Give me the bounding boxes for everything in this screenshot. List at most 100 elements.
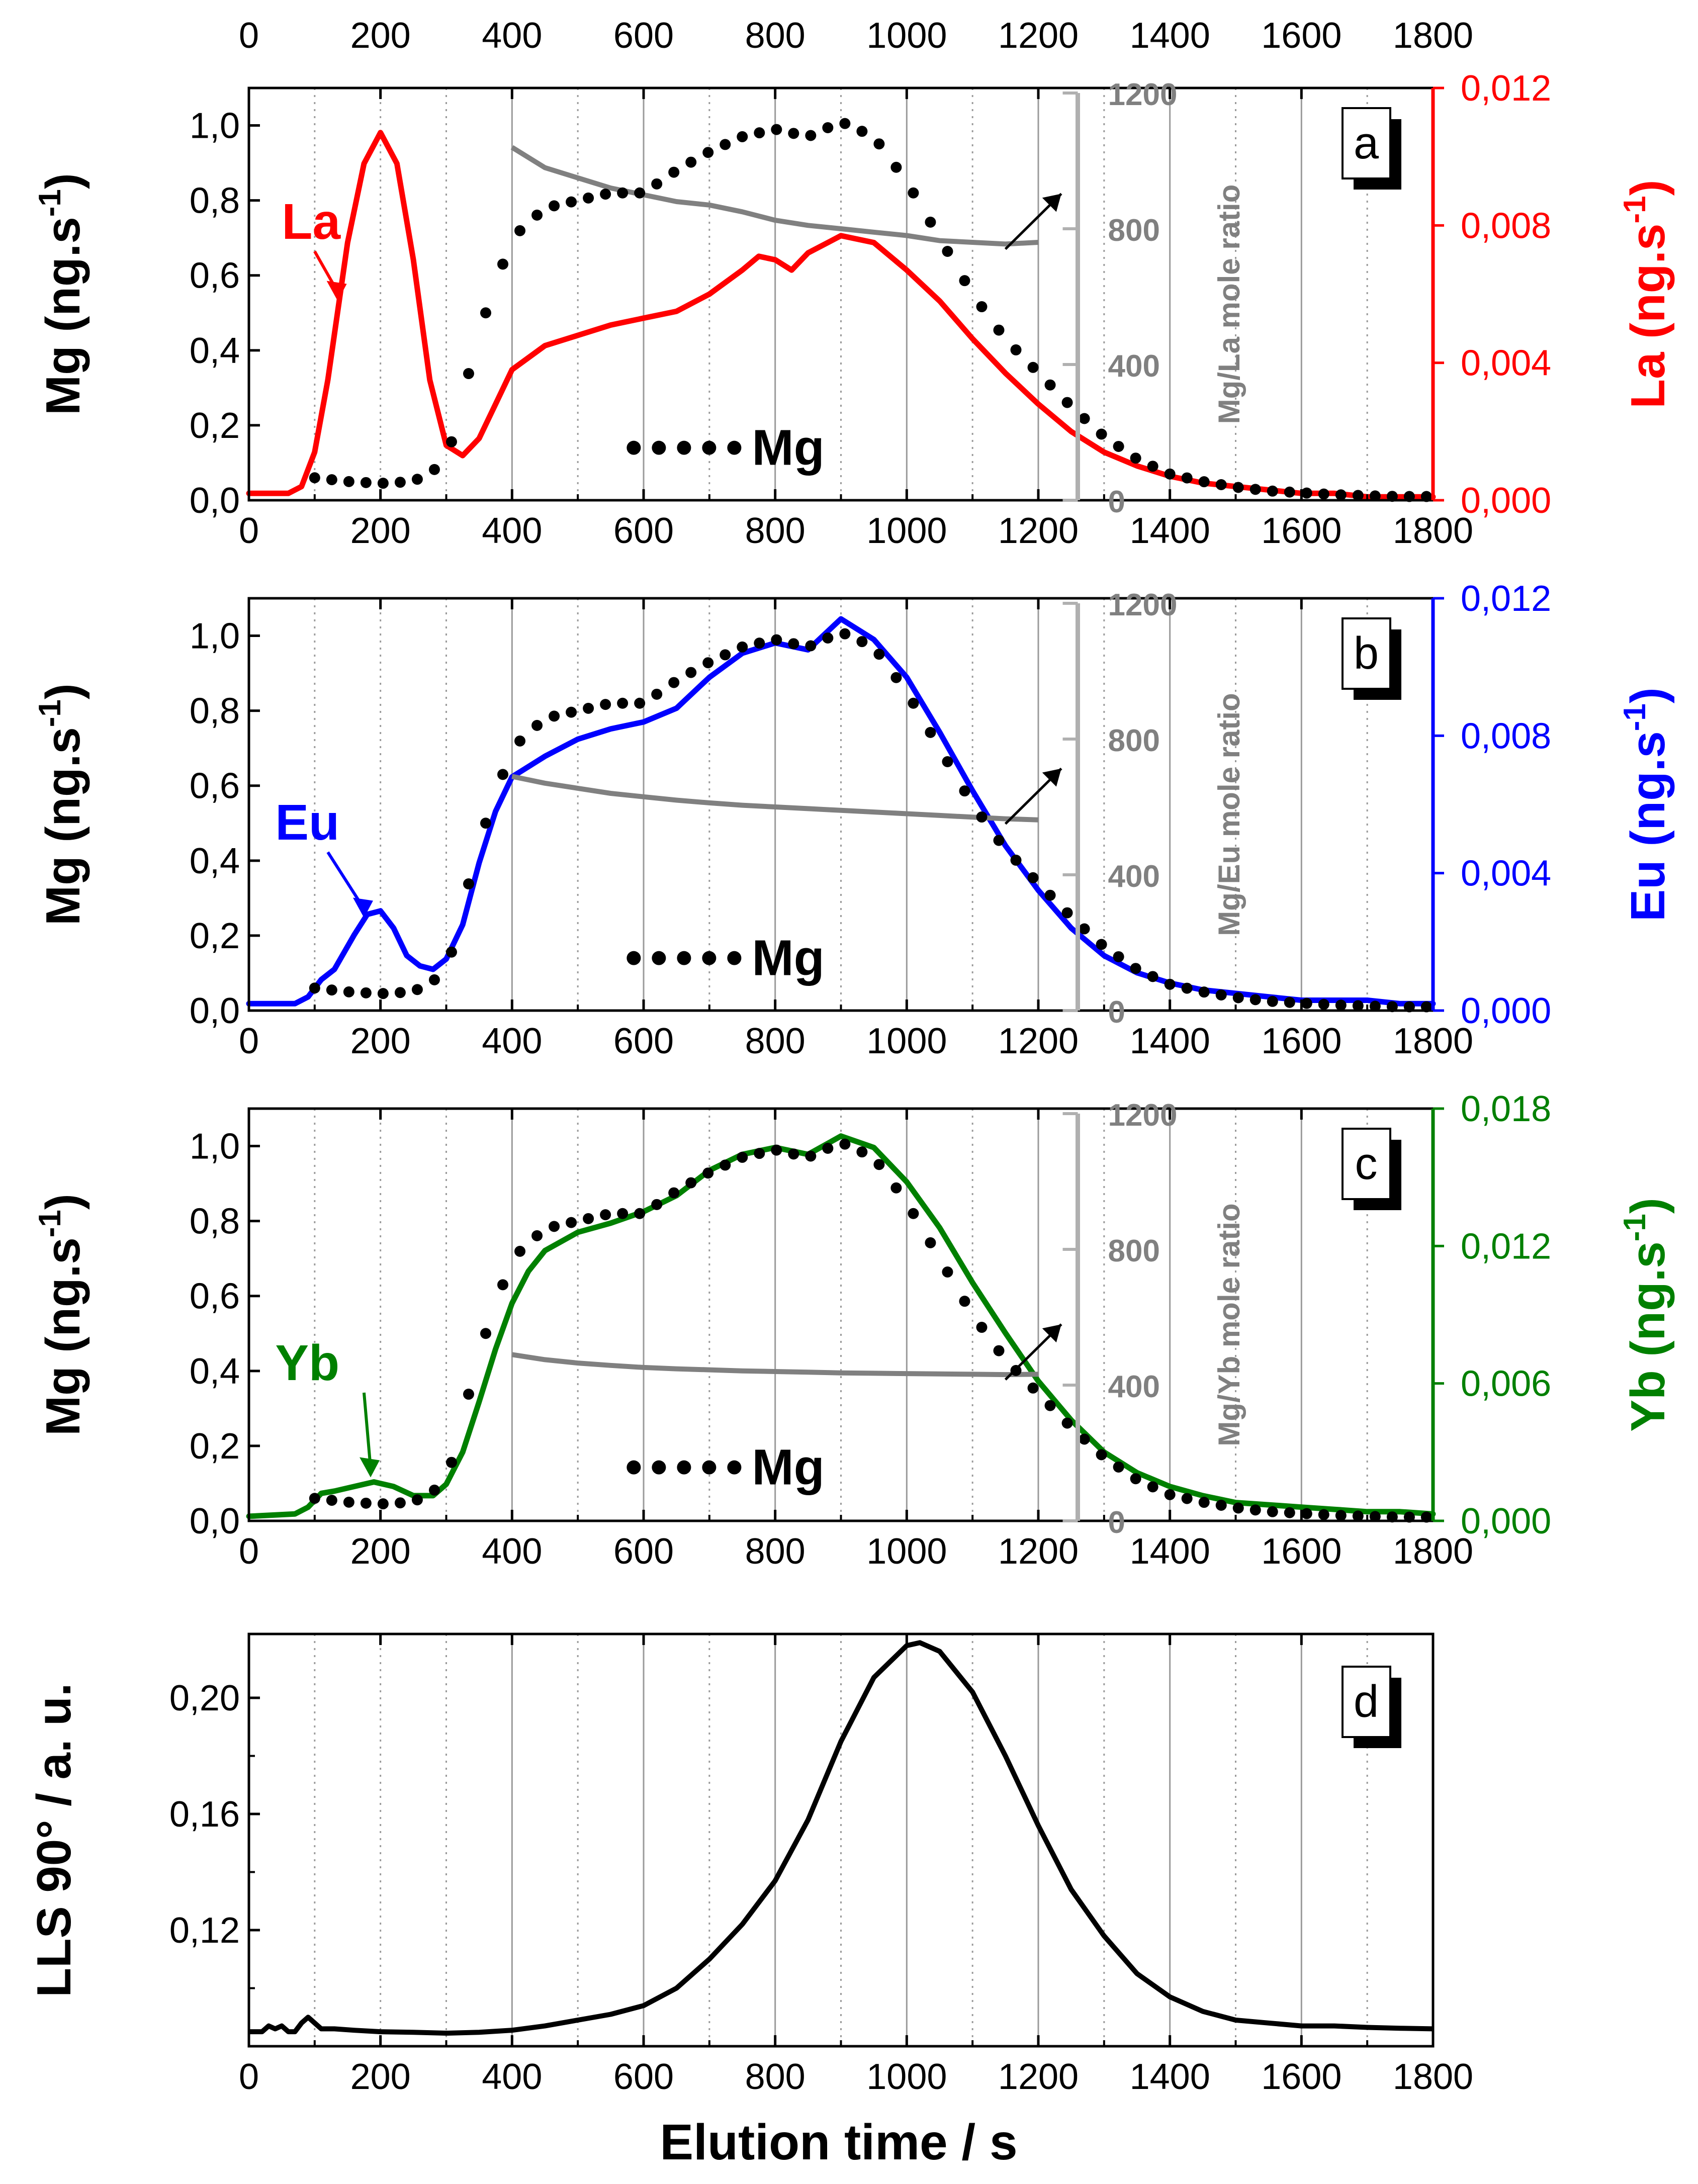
top-axis-tick-label: 600	[613, 16, 674, 56]
y-left-tick-label: 0,0	[190, 481, 240, 521]
mg-point	[942, 756, 953, 768]
mg-point	[737, 131, 748, 142]
mg-point	[377, 478, 389, 489]
top-axis-tick-label: 1000	[866, 16, 947, 56]
mg-point	[754, 127, 765, 139]
x-tick-label: 1800	[1393, 1531, 1473, 1572]
mg-point	[805, 130, 817, 141]
mg-legend-dot	[652, 951, 666, 965]
mg-point	[890, 1182, 902, 1194]
panel-letter-box	[1342, 107, 1391, 179]
x-tick-label: 1200	[998, 1531, 1079, 1572]
mg-point	[720, 139, 731, 150]
element-label: Yb	[275, 1335, 339, 1391]
mg-point	[1301, 1508, 1312, 1519]
ratio-series-line	[511, 774, 1039, 823]
y-left-axis-title: Mg (ng.s-1)	[33, 683, 90, 926]
mg-point	[1232, 482, 1244, 493]
mg-point	[531, 209, 543, 221]
x-tick-label: 1600	[1261, 1531, 1342, 1572]
mg-point	[873, 138, 885, 150]
y-right-axis-title: Eu (ng.s-1)	[1618, 687, 1675, 922]
panel-letter-box	[1342, 1128, 1391, 1200]
mg-point	[634, 697, 646, 709]
mg-point	[531, 719, 543, 731]
element-label: Eu	[275, 794, 339, 851]
mg-legend-dot	[727, 440, 742, 455]
x-tick-label: 1600	[1261, 2057, 1342, 2097]
y-left-tick-label: 0,2	[190, 1426, 240, 1467]
mg-point	[1301, 487, 1312, 499]
mg-point	[942, 1266, 953, 1278]
mg-point	[1044, 889, 1056, 901]
x-tick-label: 400	[482, 511, 542, 551]
mg-point	[1147, 971, 1158, 982]
ratio-axis-title: Mg/Eu mole ratio	[1212, 693, 1246, 936]
ratio-tick-label: 0	[1108, 995, 1125, 1030]
mg-point	[993, 324, 1005, 336]
y-right-tick-label: 0,004	[1461, 343, 1551, 384]
mg-point	[1215, 1499, 1227, 1511]
x-tick-label: 1400	[1130, 1021, 1210, 1061]
mg-point	[1284, 1507, 1295, 1518]
mg-legend-dot	[702, 951, 717, 965]
mg-point	[583, 1213, 594, 1224]
mg-point	[497, 769, 509, 780]
mg-point	[1352, 490, 1364, 501]
mg-point	[549, 1221, 560, 1232]
mg-point	[1249, 484, 1261, 495]
mg-legend-dot	[627, 440, 641, 455]
y-left-tick-label: 0,8	[190, 691, 240, 732]
mg-point	[394, 1497, 406, 1509]
x-tick-label: 0	[239, 2057, 259, 2097]
mg-point	[514, 1245, 526, 1257]
mg-point	[925, 1237, 936, 1248]
mg-point	[856, 636, 868, 648]
mg-point	[549, 710, 560, 722]
mg-point	[1147, 461, 1158, 472]
ratio-tick-label: 1200	[1108, 77, 1178, 112]
x-tick-label: 1400	[1130, 2057, 1210, 2097]
mg-point	[1096, 939, 1107, 950]
panel-a: 0 200 400 600 800 1000 1200 1400 1600 1800 0,0 0,2 0…	[33, 68, 1675, 551]
mg-legend-dot	[702, 440, 717, 455]
y-right-tick-label: 0,006	[1461, 1364, 1551, 1404]
mg-point	[600, 189, 611, 200]
panel-letter-box	[1342, 1666, 1391, 1738]
mg-point	[788, 1148, 799, 1160]
mg-point	[1096, 1449, 1107, 1461]
y-left-tick-label: 1,0	[190, 106, 240, 146]
mg-point	[445, 946, 457, 958]
mg-point	[1301, 997, 1312, 1009]
y-left-tick-label: 0,4	[190, 331, 240, 371]
mg-point	[463, 368, 474, 380]
mg-point	[805, 640, 817, 652]
y-right-tick-label: 0,004	[1461, 854, 1551, 894]
mg-point	[1267, 1506, 1278, 1517]
mg-point	[1164, 468, 1176, 480]
mg-point	[1335, 999, 1347, 1011]
mg-point	[1267, 995, 1278, 1007]
mg-point	[839, 118, 851, 129]
x-tick-label: 1800	[1393, 1021, 1473, 1061]
mg-point	[651, 178, 663, 190]
mg-point	[583, 192, 594, 204]
x-tick-label: 200	[350, 511, 411, 551]
mg-point	[463, 878, 474, 890]
mg-point	[634, 187, 646, 199]
mg-point	[788, 638, 799, 650]
mg-point	[651, 688, 663, 700]
mg-point	[1027, 361, 1039, 373]
mg-point	[497, 258, 509, 270]
ratio-tick-label: 400	[1108, 859, 1160, 894]
x-tick-label: 400	[482, 2057, 542, 2097]
x-tick-label: 800	[745, 511, 806, 551]
ratio-tick-label: 0	[1108, 485, 1125, 519]
mg-legend-dot	[652, 440, 666, 455]
x-tick-label: 1200	[998, 511, 1079, 551]
mg-point	[343, 1496, 354, 1508]
ratio-arrow-head	[1042, 1324, 1061, 1343]
y-left-tick-label: 1,0	[190, 616, 240, 657]
element-label: La	[282, 194, 341, 250]
mg-point	[959, 785, 970, 797]
